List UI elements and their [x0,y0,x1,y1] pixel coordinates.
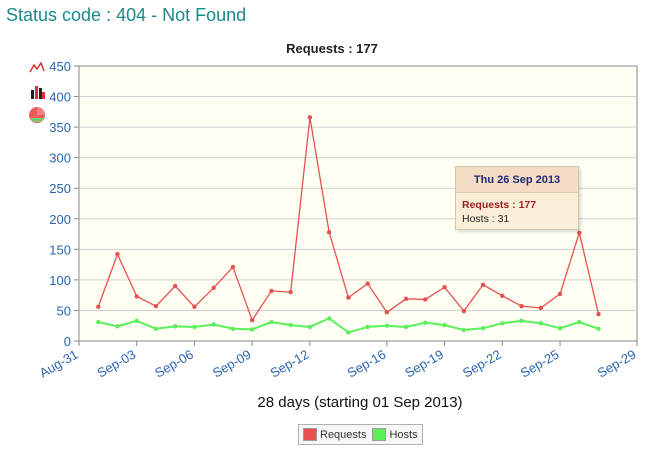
point-hosts[interactable] [596,326,601,331]
point-hosts[interactable] [134,318,139,324]
y-tick-label: 250 [49,181,71,196]
point-requests[interactable] [423,297,428,302]
point-requests[interactable] [269,288,274,294]
tooltip-date: Thu 26 Sep 2013 [456,167,578,193]
legend-item-hosts[interactable]: Hosts [372,428,418,441]
y-tick-label: 150 [49,242,71,257]
point-hosts[interactable] [307,324,313,330]
point-requests[interactable] [500,293,505,298]
point-requests[interactable] [230,264,236,270]
point-requests[interactable] [403,296,409,302]
y-tick-label: 300 [49,151,71,166]
point-hosts[interactable] [230,326,236,331]
point-requests[interactable] [288,289,293,295]
point-hosts[interactable] [173,324,178,329]
point-hosts[interactable] [538,321,543,326]
point-requests[interactable] [153,303,159,309]
legend-swatch-requests [303,428,317,441]
x-axis-label: 28 days (starting 01 Sep 2013) [257,394,463,411]
point-hosts[interactable] [557,325,563,331]
tooltip-hosts: Hosts : 31 [462,213,510,225]
data-tooltip: Thu 26 Sep 2013 Requests : 177 Hosts : 3… [455,166,579,230]
point-requests[interactable] [346,295,351,300]
point-hosts[interactable] [269,319,274,325]
x-tick-label: Sep-19 [402,347,446,381]
point-requests[interactable] [480,282,486,287]
x-tick-label: Sep-22 [460,347,504,381]
y-tick-label: 350 [49,120,71,135]
y-tick-label: 0 [64,334,71,349]
point-requests[interactable] [365,281,370,286]
x-tick-label: Sep-25 [518,347,562,381]
legend-item-requests[interactable]: Requests [303,428,366,441]
point-requests[interactable] [442,285,447,290]
point-hosts[interactable] [384,323,390,328]
x-tick-label: Sep-29 [595,347,639,381]
x-tick-label: Sep-16 [345,347,389,381]
point-hosts[interactable] [500,321,505,326]
point-hosts[interactable] [249,327,255,332]
point-requests[interactable] [384,310,390,315]
y-tick-label: 100 [49,273,71,288]
point-hosts[interactable] [115,324,120,329]
point-requests[interactable] [192,304,197,309]
x-tick-label: Sep-03 [94,347,138,381]
point-hosts[interactable] [577,319,582,325]
point-requests[interactable] [96,304,101,309]
x-tick-label: Aug-31 [37,347,81,381]
point-requests[interactable] [307,115,313,120]
point-hosts[interactable] [442,322,447,328]
point-hosts[interactable] [423,320,428,325]
point-hosts[interactable] [403,324,409,330]
point-hosts[interactable] [480,325,486,331]
legend-label-hosts: Hosts [389,428,418,441]
point-requests[interactable] [173,283,178,289]
y-tick-label: 200 [49,212,71,227]
point-requests[interactable] [249,318,255,323]
y-tick-label: 50 [57,303,71,318]
y-tick-label: 450 [49,59,71,74]
point-hosts[interactable] [365,324,370,330]
point-requests[interactable] [557,291,563,297]
point-requests[interactable] [596,311,601,317]
bar-chart-icon[interactable] [30,84,46,100]
point-requests[interactable] [577,230,582,236]
point-requests[interactable] [115,252,120,257]
x-tick-label: Sep-06 [152,347,196,381]
point-hosts[interactable] [461,327,467,333]
pie-chart-icon[interactable] [27,104,47,124]
point-requests[interactable] [211,285,216,291]
chart-legend: Requests Hosts [298,424,423,445]
line-chart-icon[interactable] [28,60,46,74]
point-requests[interactable] [326,230,332,235]
point-requests[interactable] [538,305,543,311]
page-title: Status code : 404 - Not Found [6,5,247,25]
point-requests[interactable] [134,294,139,299]
point-hosts[interactable] [192,324,197,330]
point-hosts[interactable] [519,318,524,324]
x-tick-label: Sep-12 [268,347,312,381]
point-hosts[interactable] [153,326,159,331]
legend-swatch-hosts [372,428,387,441]
legend-label-requests: Requests [320,428,367,441]
point-requests[interactable] [519,303,524,309]
point-hosts[interactable] [211,322,216,327]
point-hosts[interactable] [346,330,351,335]
x-tick-label: Sep-09 [210,347,254,381]
point-hosts[interactable] [96,319,101,325]
point-requests[interactable] [461,308,467,314]
point-hosts[interactable] [326,316,332,321]
point-hosts[interactable] [288,322,293,328]
tooltip-requests: Requests : 177 [462,199,537,211]
y-tick-label: 400 [49,90,71,105]
chart-title: Requests : 177 [286,41,378,56]
